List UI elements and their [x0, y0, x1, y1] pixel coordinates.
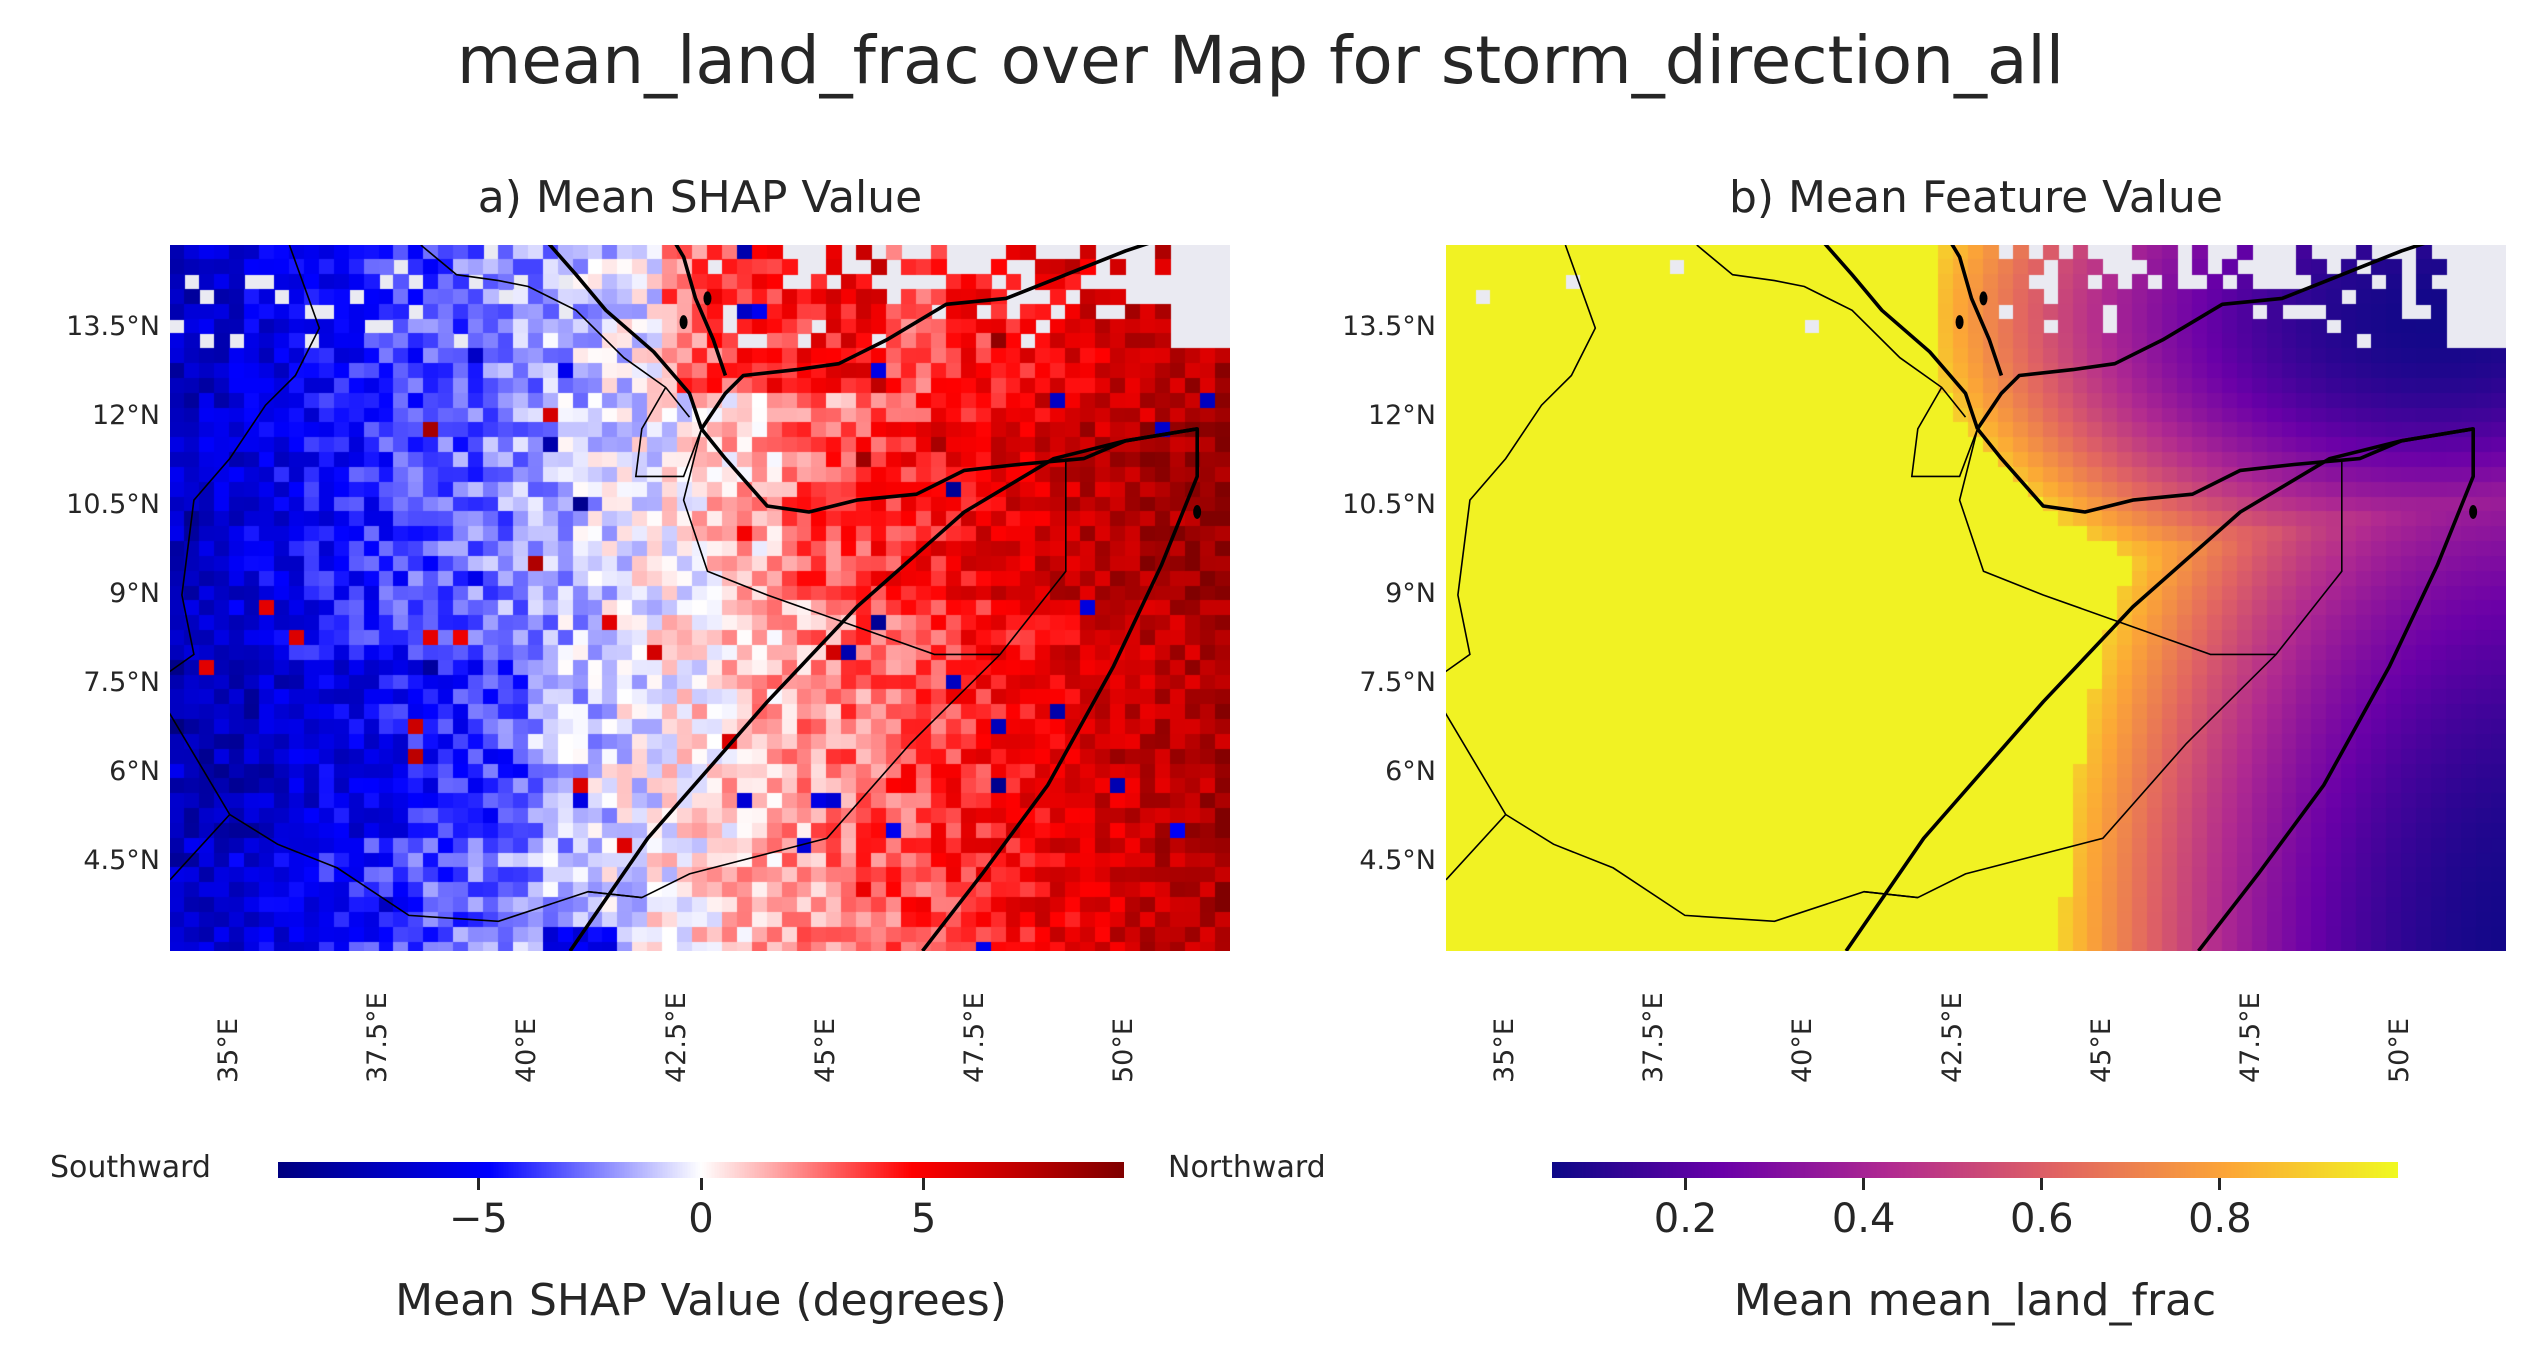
lon-tick-label: 50°E [1108, 1018, 1140, 1083]
lat-tick-label: 12°N [91, 400, 160, 432]
lon-tick-label: 35°E [212, 1018, 244, 1083]
country-border [634, 387, 703, 478]
lon-tick-label: 47.5°E [959, 992, 991, 1083]
lon-tick-label: 40°E [1787, 1018, 1819, 1083]
lat-tick-label: 13.5°N [1342, 311, 1436, 343]
colorbar-tick-label: 0.8 [2188, 1196, 2252, 1242]
feature-map-borders [1446, 245, 2478, 951]
island [1193, 504, 1202, 519]
lon-tick-label: 47.5°E [2235, 992, 2267, 1083]
lat-tick-label: 4.5°N [83, 845, 160, 876]
island [1955, 315, 1964, 330]
colorbar-b [1552, 1162, 2398, 1178]
colorbar-tick-mark [2218, 1178, 2222, 1190]
colorbar-tick-mark [1862, 1178, 1866, 1190]
country-border [1696, 245, 1967, 418]
lat-tick-label: 9°N [109, 578, 160, 610]
coastline [674, 245, 728, 377]
colorbar-a-label: Mean SHAP Value (degrees) [395, 1275, 1007, 1326]
feature-heatmap [1446, 245, 2506, 951]
coastline [547, 245, 704, 430]
coastline [1823, 245, 1980, 430]
lat-tick-label: 10.5°N [1342, 489, 1436, 521]
island [2469, 504, 2478, 519]
lat-tick-label: 13.5°N [66, 311, 160, 343]
shap-map-borders [170, 245, 1202, 951]
colorbar-a [278, 1162, 1124, 1178]
country-border [229, 813, 642, 923]
coastline [1976, 245, 2426, 430]
colorbar-a-left-end-label: Southward [50, 1150, 211, 1185]
lon-tick-label: 40°E [511, 1018, 543, 1083]
coastline [700, 245, 1150, 430]
country-border [1863, 458, 2343, 899]
coastline [1950, 245, 2004, 377]
shap-heatmap [170, 245, 1230, 951]
island [1979, 291, 1988, 306]
colorbar-tick-mark [1684, 1178, 1688, 1190]
lat-tick-label: 6°N [109, 756, 160, 788]
country-border [1958, 428, 2277, 656]
country-border [420, 245, 691, 418]
lon-tick-label: 37.5°E [1638, 992, 1669, 1083]
lat-tick-label: 6°N [1385, 756, 1436, 788]
colorbar-tick-mark [922, 1178, 926, 1190]
panel-b-title: b) Mean Feature Value [1728, 172, 2224, 223]
country-border [682, 428, 1001, 656]
lat-tick-label: 4.5°N [1359, 845, 1436, 876]
colorbar-tick-label: 0.4 [1831, 1196, 1896, 1242]
colorbar-tick-label: −5 [448, 1196, 508, 1242]
country-border [1910, 387, 1979, 478]
lon-tick-label: 42.5°E [1936, 992, 1968, 1083]
lat-tick-label: 7.5°N [1359, 667, 1436, 699]
colorbar-tick-mark [476, 1178, 480, 1190]
lon-tick-label: 50°E [2384, 1018, 2416, 1083]
colorbar-b-label: Mean mean_land_frac [1733, 1275, 2217, 1326]
lon-tick-label: 37.5°E [362, 992, 393, 1083]
coastline [1976, 427, 2474, 514]
colorbar-tick-label: 0.6 [2009, 1196, 2074, 1242]
colorbar-tick-mark [2040, 1178, 2044, 1190]
lat-tick-label: 12°N [1367, 400, 1436, 432]
coastline [700, 427, 1198, 514]
country-border [170, 245, 321, 881]
colorbar-tick-mark [699, 1178, 703, 1190]
country-border [587, 458, 1067, 899]
lon-tick-label: 42.5°E [660, 992, 692, 1083]
country-border [1446, 245, 1597, 881]
lon-tick-label: 45°E [2085, 1018, 2117, 1083]
colorbar-a-right-end-label: Northward [1168, 1150, 1326, 1185]
panel-a-title: a) Mean SHAP Value [477, 172, 923, 223]
island [679, 315, 688, 330]
figure-title: mean_land_frac over Map for storm_direct… [456, 22, 2065, 99]
colorbar-tick-label: 0.2 [1653, 1196, 1718, 1242]
coastline [568, 427, 1199, 951]
country-border [1505, 813, 1918, 923]
lat-tick-label: 10.5°N [66, 489, 160, 521]
coastline [1844, 427, 2475, 951]
lat-tick-label: 9°N [1385, 578, 1436, 610]
colorbar-tick-label: 0 [688, 1196, 714, 1242]
lon-tick-label: 45°E [809, 1018, 841, 1083]
island [703, 291, 712, 306]
lon-tick-label: 35°E [1488, 1018, 1520, 1083]
lat-tick-label: 7.5°N [83, 667, 160, 699]
colorbar-tick-label: 5 [910, 1196, 937, 1242]
